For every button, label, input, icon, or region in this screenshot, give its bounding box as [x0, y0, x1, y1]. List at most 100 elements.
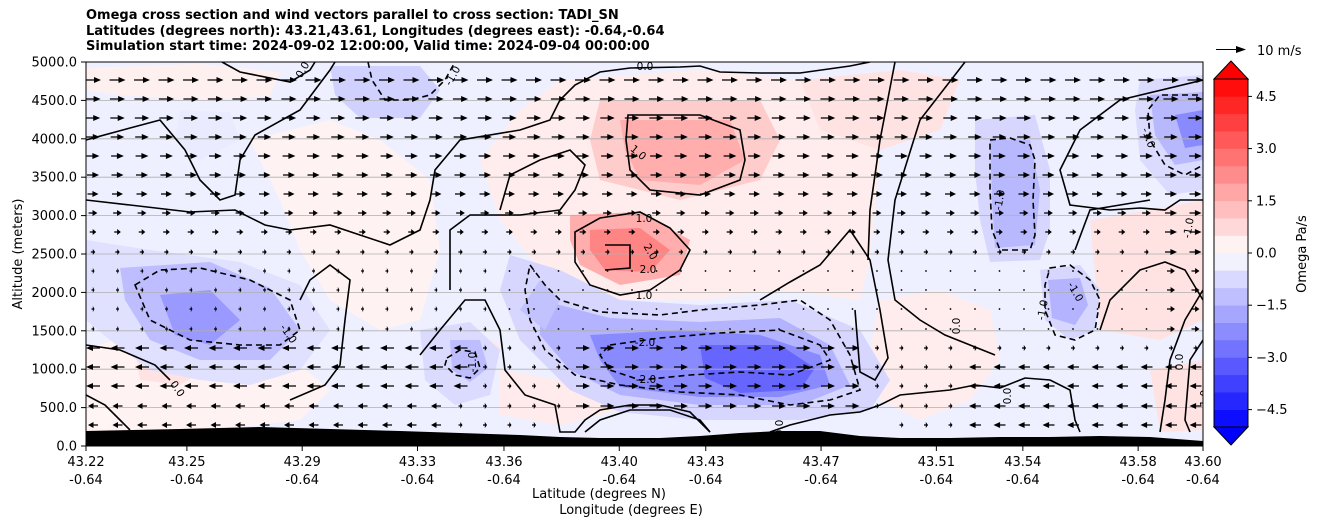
wind-vector [973, 345, 977, 351]
wind-vector [483, 403, 487, 409]
wind-vector [186, 403, 196, 409]
wind-vector [355, 383, 370, 389]
wind-vector [845, 115, 860, 121]
wind-vector [555, 229, 562, 235]
wind-vector [774, 210, 784, 216]
wind-vector [134, 77, 150, 83]
wind-vector [483, 345, 487, 351]
x-tick-label-lon: -0.64 [401, 473, 435, 488]
wind-vector [600, 364, 615, 370]
title-line-1: Omega cross section and wind vectors par… [86, 8, 619, 23]
contour-line [1074, 199, 1151, 251]
wind-vector [434, 287, 438, 293]
wind-vector [753, 289, 756, 291]
wind-vector [183, 115, 199, 121]
wind-vector [526, 96, 542, 102]
wind-vector [263, 268, 266, 274]
wind-vector [676, 210, 686, 216]
wind-vector [1140, 383, 1153, 389]
wind-vector [333, 422, 343, 428]
wind-vector [533, 308, 535, 310]
wind-vector [1140, 172, 1153, 178]
wind-vector [381, 172, 393, 178]
wind-vector [747, 115, 762, 121]
wind-vector [312, 306, 315, 312]
contour-line [1159, 289, 1203, 433]
wind-vector [1116, 172, 1128, 178]
wind-vector [655, 289, 658, 291]
colorbar-tick-label: 0.0 [1256, 247, 1277, 262]
wind-vector [1114, 96, 1130, 102]
wind-vector [379, 96, 395, 102]
wind-vector [894, 115, 909, 121]
wind-vector [702, 229, 709, 235]
wind-vector [1072, 328, 1074, 330]
colorbar-tick-label: 3.0 [1256, 142, 1277, 157]
wind-vector [185, 191, 197, 197]
wind-vector [746, 77, 763, 83]
wind-vector [778, 289, 780, 291]
wind-vector [974, 308, 976, 310]
wind-vector [381, 191, 393, 197]
wind-vector [994, 191, 1005, 197]
wind-vector [306, 134, 321, 140]
wind-vector [358, 210, 367, 216]
wind-vector [159, 364, 174, 370]
wind-vector [625, 383, 639, 389]
wind-vector [697, 77, 714, 83]
wind-vector [507, 403, 512, 409]
wind-vector [605, 249, 610, 255]
wind-vector [680, 289, 682, 291]
wind-vector [827, 328, 829, 330]
wind-vector [86, 96, 101, 102]
wind-vector [483, 268, 487, 274]
wind-vector [1116, 403, 1128, 409]
wind-vector [775, 229, 783, 235]
wind-vector [655, 328, 658, 330]
wind-vector [312, 287, 315, 293]
wind-vector [575, 115, 591, 121]
wind-vector [112, 422, 123, 428]
wind-vector [165, 287, 168, 293]
wind-vector [847, 191, 858, 197]
wind-vector [1095, 249, 1100, 255]
wind-vector [306, 364, 321, 370]
wind-vector [600, 134, 615, 140]
wind-vector [1119, 249, 1125, 255]
wind-vector [90, 249, 96, 255]
wind-vector [481, 229, 489, 235]
x-tick-label-lat: 43.60 [1184, 455, 1221, 470]
wind-vector [1018, 191, 1030, 197]
wind-vector [947, 229, 954, 235]
wind-vector [161, 191, 172, 197]
contour-line-negative [989, 137, 1036, 251]
wind-vector [306, 345, 321, 351]
wind-vector [823, 210, 833, 216]
wind-vector [453, 345, 468, 351]
wind-vector [821, 134, 835, 140]
wind-vector [778, 328, 780, 330]
contour-line-negative [133, 267, 301, 346]
wind-vector [452, 77, 469, 83]
wind-vector [723, 364, 737, 370]
colorbar-band [1214, 270, 1248, 289]
wind-vector [851, 308, 854, 310]
wind-vector [212, 229, 219, 235]
wind-vector [527, 153, 541, 159]
wind-vector [258, 153, 271, 159]
wind-vector [600, 345, 615, 351]
wind-vector [875, 364, 879, 370]
wind-vector [385, 306, 389, 312]
x-axis-label-longitude: Longitude (degrees E) [559, 503, 703, 518]
wind-vector [429, 364, 443, 370]
wind-vector [851, 328, 854, 330]
wind-vector [110, 364, 125, 370]
wind-vector [1189, 403, 1202, 409]
x-tick-label-lon: -0.64 [1006, 473, 1040, 488]
wind-vector [1047, 308, 1050, 310]
wind-vector [459, 268, 462, 274]
wind-vector [186, 210, 196, 216]
wind-vector [674, 345, 688, 351]
wind-vector [900, 289, 903, 291]
wind-vector [722, 96, 738, 102]
